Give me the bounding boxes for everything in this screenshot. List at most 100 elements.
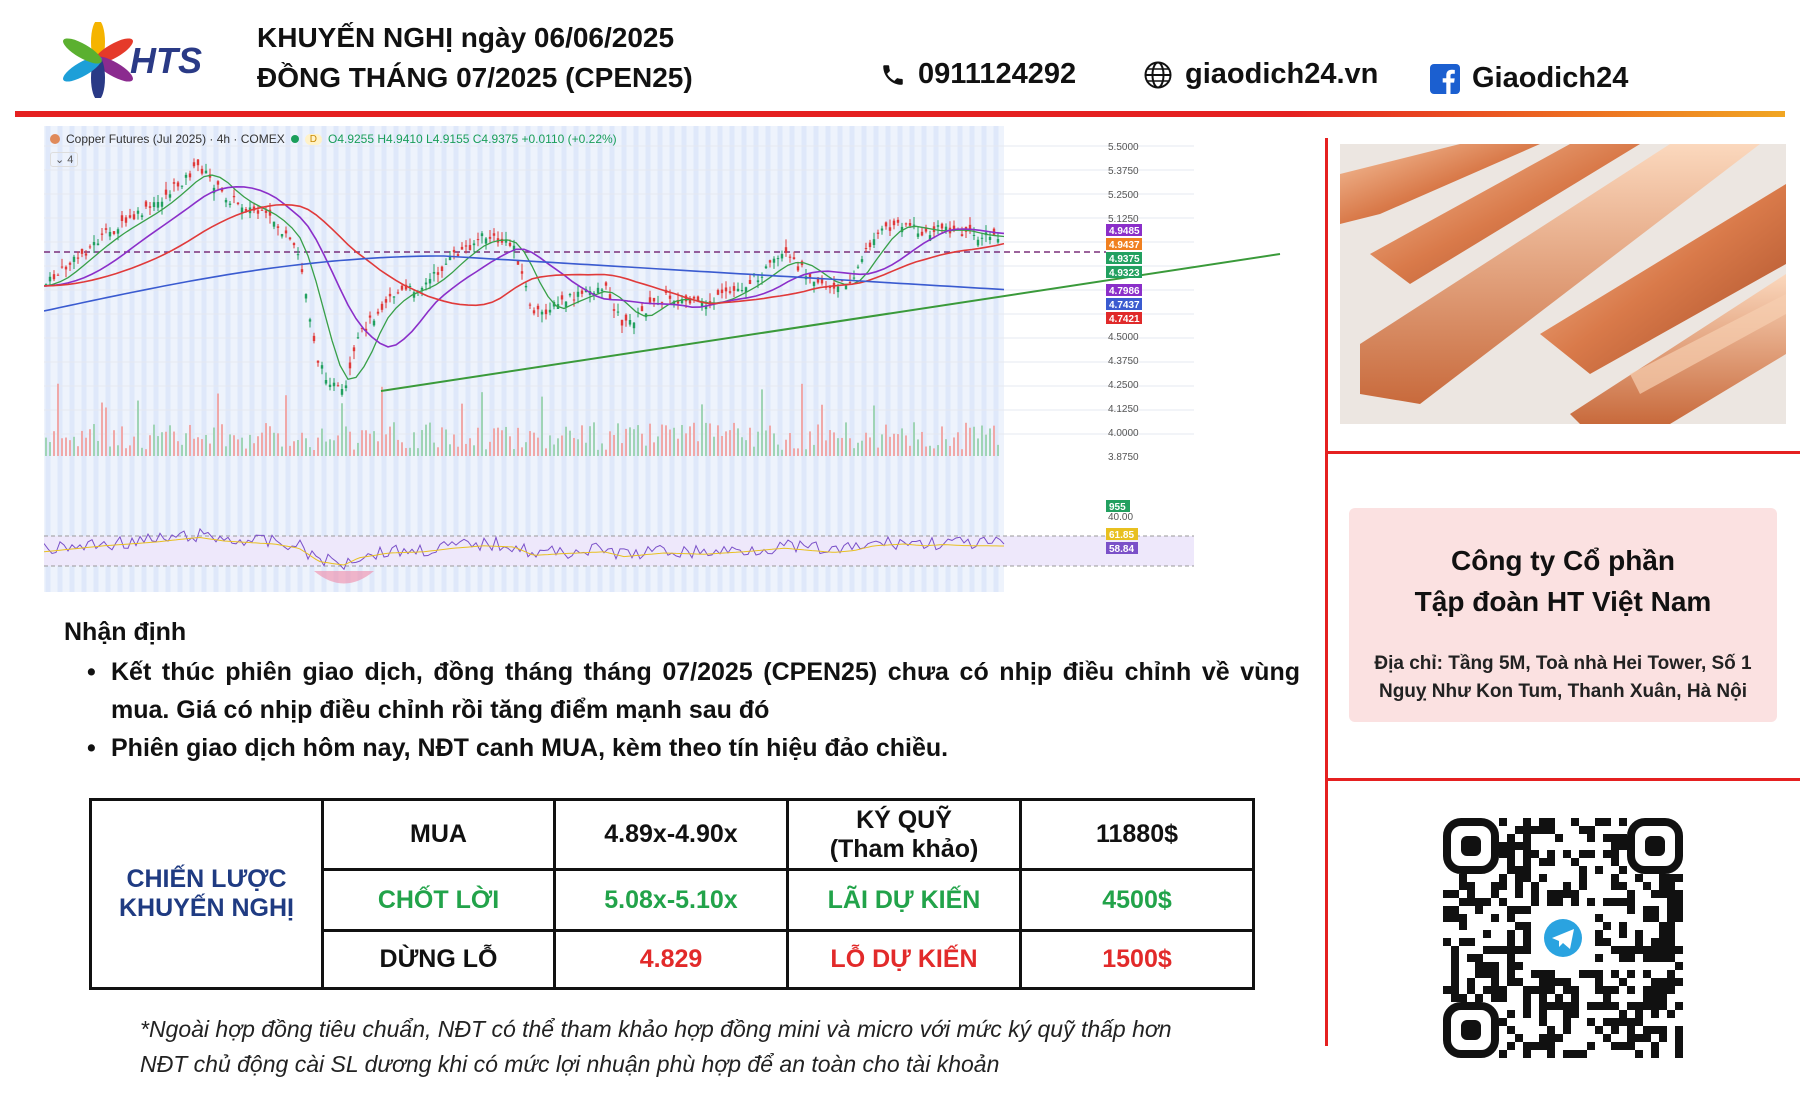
price-candle [528, 304, 532, 306]
volume-bar [129, 445, 131, 456]
qr-code[interactable] [1443, 818, 1683, 1058]
volume-bar [257, 436, 259, 456]
volume-bar [329, 439, 331, 456]
qr-module [1611, 850, 1619, 858]
qr-module [1491, 986, 1499, 994]
volume-bar [641, 433, 643, 456]
volume-bar [433, 442, 435, 456]
phone-contact[interactable]: 0911124292 [880, 58, 1076, 91]
volume-bar [205, 434, 207, 456]
volume-bar [561, 435, 563, 456]
price-candle [288, 237, 292, 240]
volume-bar [593, 422, 595, 456]
volume-bar [157, 436, 159, 456]
volume-bar [769, 425, 771, 456]
indicator-toggle[interactable]: ⌄ 4 [50, 152, 79, 167]
qr-module [1651, 1042, 1659, 1050]
qr-module [1539, 1002, 1547, 1010]
qr-module [1595, 938, 1603, 946]
volume-bar [313, 449, 315, 456]
qr-module [1643, 954, 1651, 962]
volume-bar [741, 437, 743, 456]
price-candle [772, 258, 776, 263]
qr-module [1499, 842, 1507, 850]
volume-bar [137, 400, 139, 456]
price-candle [180, 185, 184, 187]
volume-bar [901, 428, 903, 456]
volume-bar [773, 433, 775, 456]
volume-bar [621, 443, 623, 456]
qr-module [1451, 906, 1459, 914]
price-candle [324, 379, 328, 384]
price-candle [508, 242, 512, 246]
volume-bar [845, 422, 847, 456]
volume-bar [113, 430, 115, 456]
facebook-link[interactable]: Giaodich24 [1472, 62, 1629, 94]
qr-module [1651, 1010, 1659, 1018]
volume-bar [245, 448, 247, 456]
qr-module [1507, 834, 1515, 842]
qr-module [1675, 946, 1683, 954]
brand-name: HTS [130, 40, 202, 81]
price-axis-label: 4.9323 [1106, 266, 1142, 279]
volume-bar [669, 429, 671, 456]
volume-bar [493, 428, 495, 456]
price-candle [732, 286, 736, 291]
qr-module [1451, 954, 1459, 962]
volume-bar [233, 435, 235, 456]
qr-module [1675, 874, 1683, 882]
qr-module [1667, 874, 1675, 882]
price-candle [960, 234, 964, 237]
qr-module [1507, 938, 1515, 946]
qr-module [1539, 986, 1547, 994]
volume-label: 955 [1109, 502, 1126, 513]
price-candle [836, 286, 840, 293]
website-contact[interactable]: giaodich24.vn [1143, 58, 1378, 91]
price-candle [200, 168, 204, 174]
price-candle [164, 189, 168, 195]
volume-bar [673, 427, 675, 456]
qr-module [1667, 938, 1675, 946]
price-candle [188, 173, 192, 178]
price-candle [908, 222, 912, 226]
volume-bar [913, 422, 915, 456]
qr-module [1667, 898, 1675, 906]
price-candle [304, 294, 308, 299]
ma-longest-line [43, 255, 1005, 312]
qr-module [1523, 842, 1531, 850]
right-divider-top [1325, 451, 1800, 454]
price-tick-label: 4.2500 [1108, 380, 1139, 391]
volume-bar [397, 439, 399, 456]
facebook-contact[interactable]: Giaodich24 [1430, 62, 1628, 95]
price-candle [152, 202, 156, 207]
qr-module [1563, 882, 1571, 890]
qr-module [1483, 986, 1491, 994]
volume-bar [105, 407, 107, 456]
qr-finder-inner [1461, 836, 1481, 856]
volume-bar [437, 447, 439, 456]
qr-module [1515, 882, 1523, 890]
qr-module [1515, 1034, 1523, 1042]
qr-module [1467, 986, 1475, 994]
price-candle [784, 247, 788, 253]
volume-bar [89, 429, 91, 456]
qr-module [1507, 842, 1515, 850]
volume-bar [421, 430, 423, 456]
volume-bar [445, 429, 447, 456]
qr-module [1635, 1010, 1643, 1018]
price-candle [868, 242, 872, 248]
assessment-list: Kết thúc phiên giao dịch, đồng tháng thá… [87, 653, 1300, 767]
volume-bar [429, 422, 431, 456]
qr-module [1611, 882, 1619, 890]
qr-module [1619, 842, 1627, 850]
price-axis-label: 4.7421 [1106, 312, 1142, 325]
ma-long-line [43, 203, 1005, 307]
price-chart[interactable]: 5.5000 5.3750 5.2500 5.1250 4.5000 4.3750 4.25… [43, 126, 1334, 592]
qr-module [1587, 970, 1595, 978]
svg-text:58.84: 58.84 [1109, 544, 1134, 555]
qr-module [1643, 1034, 1651, 1042]
qr-finder-outer [1627, 818, 1683, 874]
qr-module [1443, 938, 1451, 946]
price-candle [936, 225, 940, 227]
website-link[interactable]: giaodich24.vn [1185, 58, 1379, 90]
